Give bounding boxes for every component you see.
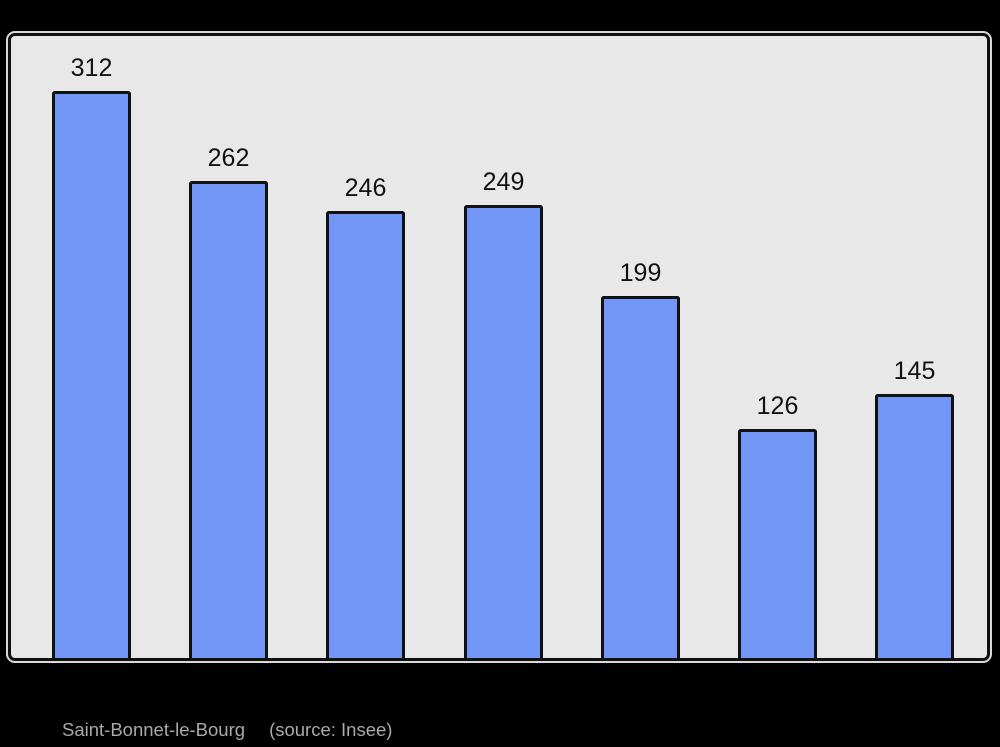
bar-value-label: 249 [482,168,525,196]
bar [189,181,268,658]
bar [875,394,954,658]
bar-value-label: 145 [893,357,936,385]
bar [601,296,680,658]
caption-location: Saint-Bonnet-le-Bourg [62,719,246,740]
bar-value-label: 262 [207,144,250,172]
bar [52,91,131,658]
bar-value-label: 199 [619,259,662,287]
caption-source: (source: Insee) [269,719,393,740]
bar [738,429,817,658]
bar [464,205,543,658]
plot-area: 312 262 246 249 199 126 145 [6,31,992,663]
bar [326,211,405,658]
bar-value-label: 312 [70,54,113,82]
bar-value-label: 246 [344,174,387,202]
bars-container: 312 262 246 249 199 126 145 [11,36,987,658]
bar-value-label: 126 [756,392,799,420]
chart-caption: Saint-Bonnet-le-Bourg (source: Insee) [62,719,392,741]
